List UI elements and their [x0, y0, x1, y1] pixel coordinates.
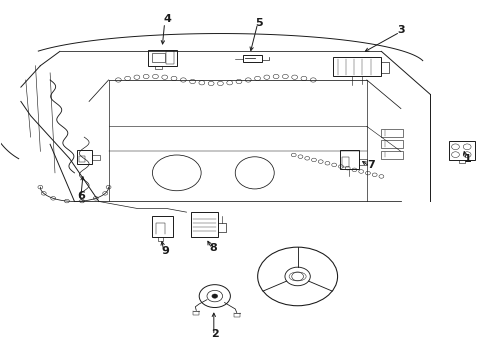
Circle shape	[245, 78, 251, 82]
Circle shape	[372, 173, 377, 176]
Circle shape	[273, 75, 279, 78]
Bar	[192, 212, 218, 237]
Circle shape	[379, 175, 384, 178]
Circle shape	[325, 161, 330, 165]
Circle shape	[80, 199, 84, 203]
Circle shape	[180, 78, 186, 82]
Circle shape	[190, 80, 196, 84]
Circle shape	[41, 192, 46, 195]
Circle shape	[51, 197, 56, 200]
Text: 5: 5	[255, 18, 263, 28]
Bar	[342, 157, 349, 167]
Bar	[147, 50, 177, 66]
Bar	[243, 55, 262, 62]
Bar	[77, 150, 93, 164]
Circle shape	[282, 75, 288, 78]
Circle shape	[65, 199, 69, 203]
Bar	[340, 150, 359, 169]
Text: 1: 1	[464, 154, 471, 163]
Circle shape	[312, 158, 317, 162]
Circle shape	[227, 81, 233, 85]
Circle shape	[332, 163, 337, 167]
Circle shape	[212, 294, 218, 298]
Circle shape	[305, 157, 310, 160]
Circle shape	[236, 80, 242, 84]
Circle shape	[264, 75, 270, 79]
Circle shape	[318, 160, 323, 163]
Circle shape	[208, 81, 214, 86]
Text: 6: 6	[77, 191, 85, 201]
Circle shape	[359, 170, 364, 173]
Bar	[381, 140, 403, 148]
Circle shape	[292, 75, 297, 79]
Circle shape	[366, 171, 370, 175]
Bar	[152, 216, 173, 237]
Circle shape	[134, 75, 140, 79]
Text: 2: 2	[211, 329, 219, 339]
Circle shape	[199, 81, 205, 85]
Circle shape	[93, 197, 98, 200]
Bar	[79, 156, 85, 162]
Text: 7: 7	[367, 160, 374, 170]
Circle shape	[345, 166, 350, 170]
Text: 9: 9	[161, 247, 169, 256]
Circle shape	[301, 76, 307, 81]
Circle shape	[143, 75, 149, 78]
Text: 3: 3	[397, 25, 405, 35]
Circle shape	[103, 192, 108, 195]
Bar	[166, 51, 174, 64]
Circle shape	[255, 76, 261, 81]
Circle shape	[106, 185, 111, 189]
Circle shape	[171, 76, 177, 81]
Bar	[152, 53, 165, 62]
Text: 4: 4	[163, 14, 171, 23]
Circle shape	[218, 81, 223, 86]
Circle shape	[291, 153, 296, 157]
Bar	[333, 57, 381, 76]
Circle shape	[162, 75, 168, 79]
Text: 8: 8	[209, 243, 217, 253]
Circle shape	[124, 76, 130, 81]
Bar	[449, 141, 475, 160]
Circle shape	[152, 75, 158, 78]
Bar	[381, 129, 403, 137]
Circle shape	[310, 78, 316, 82]
Circle shape	[38, 185, 43, 189]
Circle shape	[116, 78, 121, 82]
Bar	[381, 151, 403, 158]
Circle shape	[339, 165, 343, 168]
Circle shape	[298, 155, 303, 158]
Circle shape	[352, 168, 357, 172]
